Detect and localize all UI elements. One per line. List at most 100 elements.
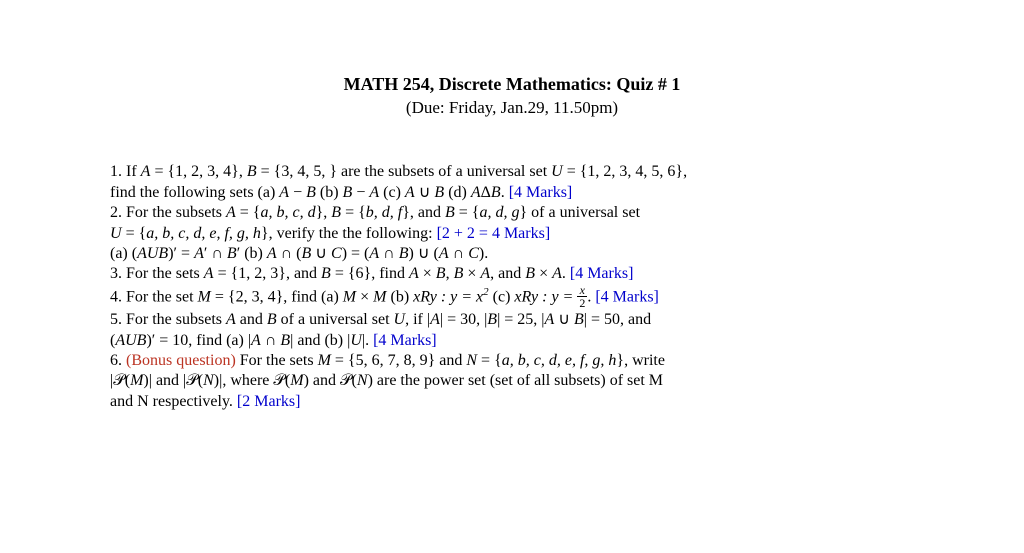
marks: [4 Marks] (570, 265, 634, 282)
questions-body: 1. If A = {1, 2, 3, 4}, B = {3, 4, 5, } … (110, 162, 914, 412)
text: } of a universal set (519, 204, 640, 221)
var-B: B (525, 265, 535, 282)
var-A: A (369, 184, 379, 201)
var-M: M (290, 372, 303, 389)
text: )′ = (168, 245, 194, 262)
text: ∩ (449, 245, 469, 262)
text: }, write (616, 352, 665, 369)
var-M: M (130, 372, 143, 389)
text: , (446, 265, 454, 282)
text: 1. If (110, 163, 141, 180)
text: 2. For the subsets (110, 204, 226, 221)
text: (b) (386, 288, 413, 305)
var-B: B (302, 245, 312, 262)
var-B: B (321, 265, 331, 282)
q6-line2: |𝒫(M)| and |𝒫(N)|, where 𝒫(M) and 𝒫(N) a… (110, 371, 914, 391)
text: ∩ ( (277, 245, 302, 262)
text: × (419, 265, 436, 282)
q1-line1: 1. If A = {1, 2, 3, 4}, B = {3, 4, 5, } … (110, 162, 914, 182)
text: For the sets (236, 352, 318, 369)
var-M: M (373, 288, 386, 305)
var-A: A (251, 332, 261, 349)
text: }, (316, 204, 332, 221)
var-A: A (430, 311, 440, 328)
set: a, b, c, d, e, f, g, h (146, 225, 261, 242)
document-title: MATH 254, Discrete Mathematics: Quiz # 1 (110, 72, 914, 96)
text: (a) ( (110, 245, 137, 262)
text: ∩ (379, 245, 399, 262)
text: = {1, 2, 3, 4}, (150, 163, 246, 180)
text: (c) (379, 184, 405, 201)
text: |𝒫( (110, 372, 130, 389)
text: 5. For the subsets (110, 311, 226, 328)
var-B: B (343, 184, 353, 201)
text: × (535, 265, 552, 282)
text: | = 30, | (440, 311, 487, 328)
text: : y = (538, 288, 577, 305)
var-A: A (279, 184, 289, 201)
text: . (562, 265, 570, 282)
q2-line2: U = {a, b, c, d, e, f, g, h}, verify the… (110, 224, 914, 244)
var-U: U (551, 163, 563, 180)
q5-line1: 5. For the subsets A and B of a universa… (110, 310, 914, 330)
text: 6. (110, 352, 126, 369)
text: ) are the power set (set of all subsets)… (368, 372, 663, 389)
text: = {1, 2, 3}, and (214, 265, 321, 282)
text: − (289, 184, 306, 201)
text: ∪ (311, 245, 331, 262)
text: × (463, 265, 480, 282)
text: : y = x (437, 288, 483, 305)
q1-line2: find the following sets (a) A − B (b) B … (110, 183, 914, 203)
var-A: A (226, 204, 236, 221)
text: ). (479, 245, 488, 262)
var-A: A (409, 265, 419, 282)
var-A: A (439, 245, 449, 262)
marks: [4 Marks] (595, 288, 659, 305)
marks: [4 Marks] (509, 184, 573, 201)
var-AUB: AUB (137, 245, 168, 262)
var-B: B (454, 265, 464, 282)
set: a, d, g (479, 204, 519, 221)
var-B: B (436, 265, 446, 282)
text: (c) (489, 288, 515, 305)
text: . (501, 184, 509, 201)
var-B: B (280, 332, 290, 349)
text: × (356, 288, 373, 305)
text: ′ (b) (237, 245, 267, 262)
var-B: B (445, 204, 455, 221)
var-B: B (487, 311, 497, 328)
var-A: A (552, 265, 562, 282)
var-A: A (545, 311, 555, 328)
q2-line3: (a) (AUB)′ = A′ ∩ B′ (b) A ∩ (B ∪ C) = (… (110, 244, 914, 264)
var-A: A (267, 245, 277, 262)
xRy: xRy (514, 288, 538, 305)
text: ′ ∩ (204, 245, 227, 262)
var-A: A (141, 163, 151, 180)
var-M: M (318, 352, 331, 369)
fraction: x2 (577, 284, 587, 309)
var-N: N (203, 372, 214, 389)
due-line: (Due: Friday, Jan.29, 11.50pm) (110, 96, 914, 120)
text: and (236, 311, 267, 328)
text: }, verify the the following: (261, 225, 437, 242)
var-M: M (198, 288, 211, 305)
var-AUB: AUB (115, 332, 146, 349)
text: (d) (444, 184, 471, 201)
var-B: B (491, 184, 501, 201)
bonus-label: (Bonus question) (126, 352, 236, 369)
xRy: xRy (413, 288, 437, 305)
q4-line1: 4. For the set M = {2, 3, 4}, find (a) M… (110, 285, 914, 310)
q5-line2: (AUB)′ = 10, find (a) |A ∩ B| and (b) |U… (110, 331, 914, 351)
var-B: B (306, 184, 316, 201)
var-B: B (331, 204, 341, 221)
text: (b) (316, 184, 343, 201)
var-U: U (110, 225, 122, 242)
set: a, b, c, d (260, 204, 315, 221)
text: ) and 𝒫( (304, 372, 357, 389)
var-C: C (331, 245, 342, 262)
var-B: B (267, 311, 277, 328)
text: = { (477, 352, 502, 369)
var-A: A (194, 245, 204, 262)
title-block: MATH 254, Discrete Mathematics: Quiz # 1… (110, 72, 914, 120)
text: ) = ( (342, 245, 370, 262)
